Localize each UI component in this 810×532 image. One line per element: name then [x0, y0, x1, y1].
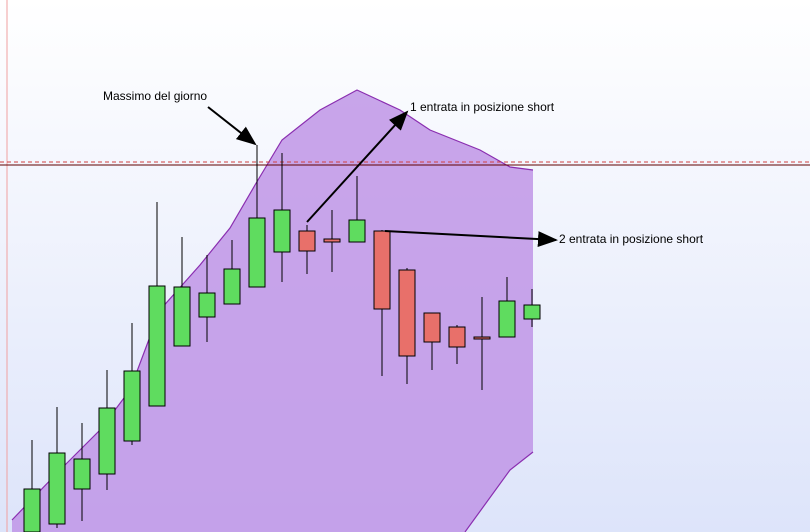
candle-body	[223, 268, 241, 305]
doji-body	[473, 336, 491, 340]
annotation: 1 entrata in posizione short	[410, 100, 555, 114]
candle-body	[248, 217, 266, 288]
doji-body	[323, 238, 341, 243]
candle-body	[148, 285, 166, 407]
candle-body	[273, 209, 291, 253]
annotation: Massimo del giorno	[103, 89, 207, 103]
candle-body	[398, 269, 416, 357]
candle-body	[523, 304, 541, 320]
candle-body	[298, 230, 316, 252]
candle-body	[123, 370, 141, 442]
candle-body	[423, 312, 441, 343]
annotation: 2 entrata in posizione short	[559, 232, 704, 246]
arrow	[384, 230, 558, 248]
band-lower	[464, 451, 534, 532]
candle-body	[448, 326, 466, 348]
range-band	[12, 90, 533, 532]
candle-body	[198, 292, 216, 318]
arrow	[207, 106, 257, 146]
candle-body	[373, 230, 391, 310]
candle-body	[498, 300, 516, 338]
candle-body	[173, 286, 191, 347]
arrow	[306, 110, 409, 223]
candle-body	[73, 458, 91, 490]
candle-body	[348, 219, 366, 243]
candle-body	[98, 407, 116, 475]
candle-body	[23, 488, 41, 532]
candle-body	[48, 452, 66, 525]
